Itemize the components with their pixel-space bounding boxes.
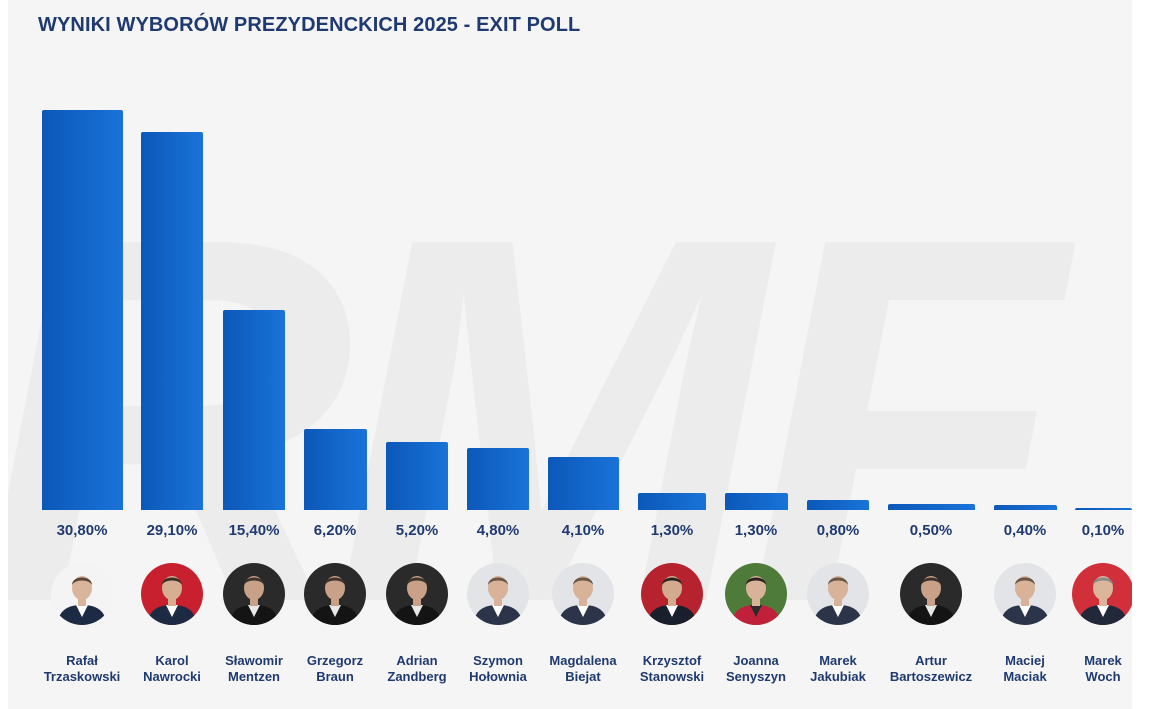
candidate-photo-zandberg xyxy=(386,563,448,625)
chart-panel: RMF WYNIKI WYBORÓW PREZYDENCKICH 2025 - … xyxy=(8,0,1132,709)
candidate-photo-braun xyxy=(304,563,366,625)
bar-braun xyxy=(303,429,367,510)
value-label-trzaskowski: 30,80% xyxy=(56,522,108,539)
candidate-photo-maciak xyxy=(994,563,1056,625)
candidate-name-maciak: Maciej Maciak xyxy=(975,653,1075,687)
bar-stanowski xyxy=(638,493,706,510)
candidate-last-name: Maciak xyxy=(1003,669,1047,684)
candidate-first-name: Grzegorz xyxy=(306,653,364,668)
bar-senyszyn xyxy=(724,493,788,510)
candidate-photo-senyszyn xyxy=(725,563,787,625)
bar-maciak xyxy=(993,505,1057,510)
bar-holownia xyxy=(467,448,529,510)
value-label-jakubiak: 0,80% xyxy=(816,522,860,539)
candidate-first-name: Artur xyxy=(915,653,947,668)
candidate-photo-bartoszewicz xyxy=(900,563,962,625)
candidate-first-name: Krzysztof xyxy=(642,653,702,668)
candidate-photo-trzaskowski xyxy=(51,563,113,625)
candidate-name-zandberg: Adrian Zandberg xyxy=(367,653,467,687)
candidate-first-name: Joanna xyxy=(733,653,779,668)
candidate-name-holownia: Szymon Hołownia xyxy=(448,653,548,687)
candidate-last-name: Braun xyxy=(316,669,354,684)
candidate-last-name: Mentzen xyxy=(228,669,280,684)
value-label-bartoszewicz: 0,50% xyxy=(909,522,953,539)
candidate-last-name: Bartoszewicz xyxy=(889,669,973,684)
candidate-name-braun: Grzegorz Braun xyxy=(285,653,385,687)
candidate-name-woch: Marek Woch xyxy=(1053,653,1132,687)
candidate-last-name: Jakubiak xyxy=(810,669,866,684)
candidate-first-name: Marek xyxy=(1084,653,1122,668)
value-label-senyszyn: 1,30% xyxy=(734,522,778,539)
candidate-name-biejat: Magdalena Biejat xyxy=(533,653,633,687)
bar-woch xyxy=(1074,508,1132,510)
candidate-name-senyszyn: Joanna Senyszyn xyxy=(706,653,806,687)
candidate-first-name: Karol xyxy=(155,653,189,668)
candidate-name-stanowski: Krzysztof Stanowski xyxy=(622,653,722,687)
candidate-name-bartoszewicz: Artur Bartoszewicz xyxy=(881,653,981,687)
candidate-last-name: Nawrocki xyxy=(143,669,201,684)
bar-trzaskowski xyxy=(41,110,123,510)
value-label-nawrocki: 29,10% xyxy=(146,522,198,539)
bar-chart: 30,80% Rafał Trzaskowski 29,10% Karol Nawrock… xyxy=(8,0,1132,709)
candidate-first-name: Marek xyxy=(819,653,857,668)
candidate-last-name: Stanowski xyxy=(639,669,705,684)
value-label-maciak: 0,40% xyxy=(1003,522,1047,539)
candidate-first-name: Adrian xyxy=(396,653,438,668)
value-label-zandberg: 5,20% xyxy=(395,522,439,539)
candidate-photo-jakubiak xyxy=(807,563,869,625)
candidate-last-name: Woch xyxy=(1085,669,1121,684)
bar-bartoszewicz xyxy=(887,504,975,510)
candidate-photo-holownia xyxy=(467,563,529,625)
candidate-photo-biejat xyxy=(552,563,614,625)
candidate-first-name: Magdalena xyxy=(549,653,617,668)
candidate-photo-woch xyxy=(1072,563,1132,625)
candidate-first-name: Maciej xyxy=(1005,653,1045,668)
candidate-first-name: Sławomir xyxy=(225,653,283,668)
candidate-name-mentzen: Sławomir Mentzen xyxy=(204,653,304,687)
value-label-braun: 6,20% xyxy=(313,522,357,539)
candidate-last-name: Trzaskowski xyxy=(43,669,121,684)
candidate-last-name: Biejat xyxy=(565,669,601,684)
bar-jakubiak xyxy=(807,500,869,510)
candidate-photo-stanowski xyxy=(641,563,703,625)
candidate-last-name: Senyszyn xyxy=(726,669,786,684)
bar-nawrocki xyxy=(141,132,203,510)
bar-mentzen xyxy=(223,310,285,510)
value-label-mentzen: 15,40% xyxy=(228,522,280,539)
candidate-first-name: Rafał xyxy=(66,653,98,668)
chart-title: WYNIKI WYBORÓW PREZYDENCKICH 2025 - EXIT… xyxy=(38,14,581,36)
candidate-name-jakubiak: Marek Jakubiak xyxy=(788,653,888,687)
value-label-biejat: 4,10% xyxy=(561,522,605,539)
bar-zandberg xyxy=(386,442,448,510)
candidate-last-name: Zandberg xyxy=(387,669,447,684)
candidate-photo-mentzen xyxy=(223,563,285,625)
bar-biejat xyxy=(547,457,619,510)
value-label-stanowski: 1,30% xyxy=(650,522,694,539)
candidate-photo-nawrocki xyxy=(141,563,203,625)
candidate-last-name: Hołownia xyxy=(469,669,527,684)
value-label-woch: 0,10% xyxy=(1081,522,1125,539)
candidate-first-name: Szymon xyxy=(473,653,523,668)
candidate-name-trzaskowski: Rafał Trzaskowski xyxy=(32,653,132,687)
value-label-holownia: 4,80% xyxy=(476,522,520,539)
candidate-name-nawrocki: Karol Nawrocki xyxy=(122,653,222,687)
